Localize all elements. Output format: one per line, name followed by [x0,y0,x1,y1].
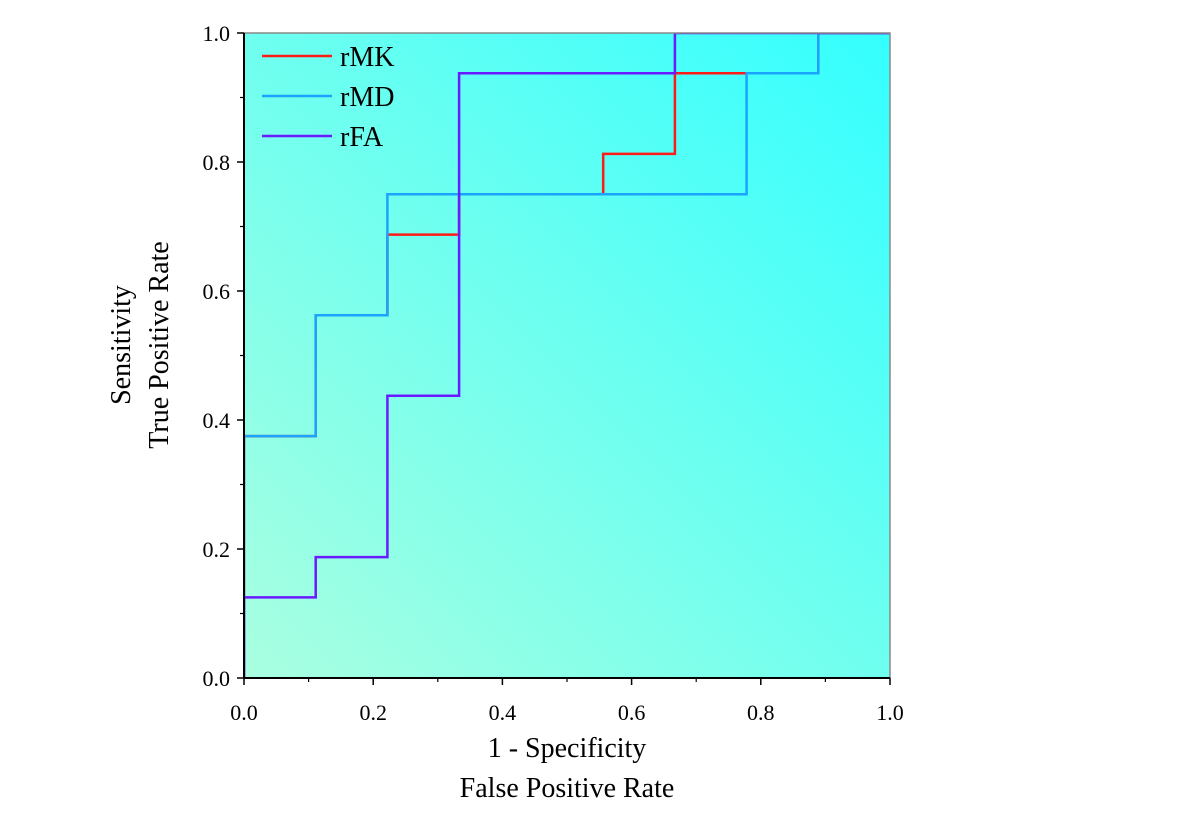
x-tick-label: 0.6 [618,700,646,725]
y-tick-label: 0.2 [203,537,231,562]
plot-background [244,33,890,678]
legend: rMK rMD rFA [262,42,394,153]
x-axis-title-line1: 1 - Specificity [488,733,647,764]
series-layer [244,33,890,678]
y-tick-label: 0.6 [203,279,231,304]
y-tick-label: 0.8 [203,150,231,175]
series-line-rmd [244,33,890,678]
y-tick-label: 0.4 [203,408,231,433]
x-axis-title-line2: False Positive Rate [460,773,675,804]
x-tick-label: 0.0 [230,700,258,725]
y-tick-label: 0.0 [203,666,231,691]
x-tick-label: 0.8 [747,700,775,725]
x-tick-label: 0.2 [359,700,387,725]
legend-label-rmk: rMK [340,42,394,73]
x-tick-label: 0.4 [489,700,517,725]
series-line-rfa [244,33,890,678]
x-axis-ticks: 0.0 0.2 0.4 0.6 0.8 1.0 [230,678,904,725]
y-axis-title-line2: True Positive Rate [144,241,175,448]
legend-label-rmd: rMD [340,82,394,113]
y-axis-ticks: 0.0 0.2 0.4 0.6 0.8 1.0 [203,21,244,691]
x-tick-label: 1.0 [876,700,904,725]
legend-label-rfa: rFA [340,122,384,153]
y-tick-label: 1.0 [203,21,231,46]
y-axis-title-line1: Sensitivity [106,285,137,405]
